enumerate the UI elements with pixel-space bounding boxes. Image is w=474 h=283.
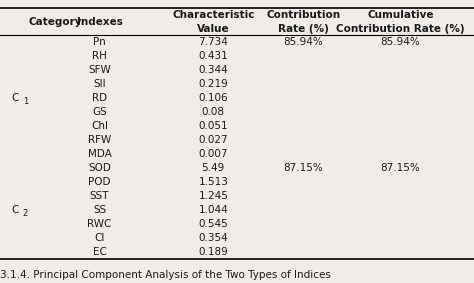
Text: Contribution: Contribution [266, 10, 340, 20]
Text: SST: SST [90, 191, 109, 201]
Text: RD: RD [92, 93, 107, 103]
Text: 0.354: 0.354 [199, 233, 228, 243]
Text: SFW: SFW [88, 65, 111, 75]
Text: 2: 2 [23, 209, 28, 218]
Text: Chl: Chl [91, 121, 108, 131]
Text: Category: Category [28, 17, 82, 27]
Text: C: C [12, 93, 19, 103]
Text: 0.344: 0.344 [199, 65, 228, 75]
Text: Characteristic: Characteristic [172, 10, 255, 20]
Text: Indexes: Indexes [77, 17, 122, 27]
Text: 5.49: 5.49 [201, 163, 225, 173]
Text: RFW: RFW [88, 135, 111, 145]
Text: RWC: RWC [87, 219, 112, 229]
Text: GS: GS [92, 107, 107, 117]
Text: 0.08: 0.08 [202, 107, 225, 117]
Text: 1.245: 1.245 [198, 191, 228, 201]
Text: 0.106: 0.106 [199, 93, 228, 103]
Text: 87.15%: 87.15% [283, 163, 323, 173]
Text: SOD: SOD [88, 163, 111, 173]
Text: MDA: MDA [88, 149, 111, 159]
Text: Pn: Pn [93, 37, 106, 47]
Text: Rate (%): Rate (%) [278, 24, 329, 34]
Text: 7.734: 7.734 [198, 37, 228, 47]
Text: 0.051: 0.051 [199, 121, 228, 131]
Text: Cumulative: Cumulative [367, 10, 434, 20]
Text: C: C [12, 205, 19, 215]
Text: POD: POD [88, 177, 111, 187]
Text: RH: RH [92, 51, 107, 61]
Text: CI: CI [94, 233, 105, 243]
Text: 0.027: 0.027 [199, 135, 228, 145]
Text: 0.431: 0.431 [199, 51, 228, 61]
Text: 87.15%: 87.15% [381, 163, 420, 173]
Text: 85.94%: 85.94% [381, 37, 420, 47]
Text: 1: 1 [23, 97, 28, 106]
Text: EC: EC [92, 247, 107, 257]
Text: Value: Value [197, 24, 229, 34]
Text: 0.545: 0.545 [199, 219, 228, 229]
Text: 85.94%: 85.94% [283, 37, 323, 47]
Text: SII: SII [93, 79, 106, 89]
Text: Contribution Rate (%): Contribution Rate (%) [336, 24, 465, 34]
Text: 0.189: 0.189 [199, 247, 228, 257]
Text: 0.219: 0.219 [199, 79, 228, 89]
Text: 1.044: 1.044 [199, 205, 228, 215]
Text: 3.1.4. Principal Component Analysis of the Two Types of Indices: 3.1.4. Principal Component Analysis of t… [0, 269, 331, 280]
Text: 0.007: 0.007 [199, 149, 228, 159]
Text: 1.513: 1.513 [198, 177, 228, 187]
Text: SS: SS [93, 205, 106, 215]
